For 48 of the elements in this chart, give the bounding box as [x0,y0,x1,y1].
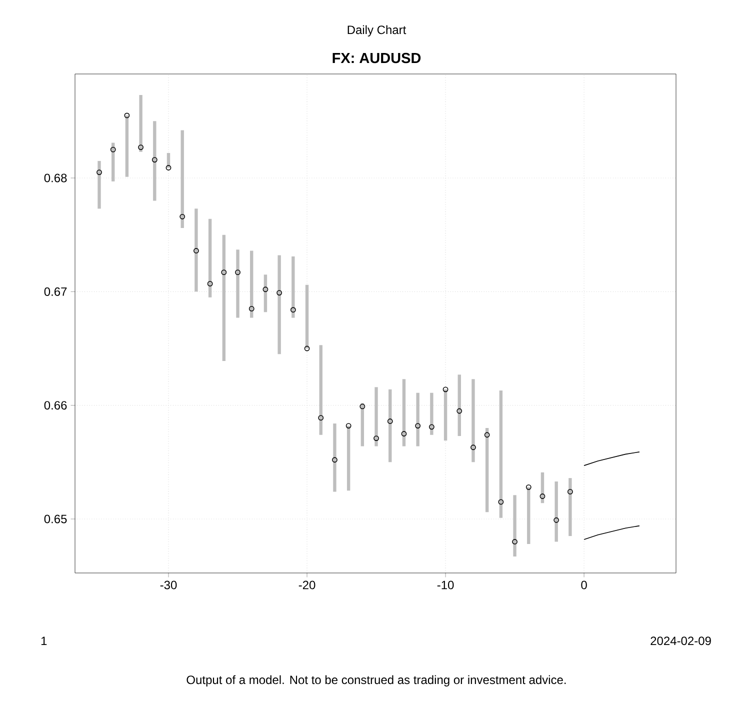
point [96,170,102,176]
point [235,270,240,276]
point [512,539,518,544]
point [346,423,352,428]
point [138,144,144,150]
point [124,112,130,118]
point [221,270,227,276]
y-tick-label: 0.65 [44,514,67,524]
point [180,214,186,220]
point [554,517,560,523]
point [567,489,573,494]
point [415,423,421,428]
point [526,484,532,490]
y-tick-label: 0.68 [44,174,67,182]
point [470,444,476,450]
point [262,286,268,292]
chart-title: FX: AUDUSD [332,52,421,64]
point [248,306,254,312]
text: Output of a model. Not to be construed as trading or investment advice. [186,675,566,686]
point [484,432,490,438]
point [304,346,310,352]
x-tick-label: -20 [298,580,316,590]
point [442,386,448,392]
point [540,494,546,499]
point [318,415,324,421]
point [498,499,504,505]
point [152,157,158,163]
point [166,165,172,170]
point [194,248,199,254]
x-tick-label: -10 [437,580,454,590]
point [374,436,379,441]
point [290,307,296,313]
x-tick-label: 0 [581,580,587,590]
text: 1 [41,636,47,645]
y-tick-label: 0.66 [44,401,67,410]
point [207,281,213,286]
point [387,418,393,424]
x-tick-label: -30 [160,580,177,590]
point [401,431,407,436]
point [276,290,282,296]
point [110,146,116,152]
chart-subtitle: Daily Chart [348,25,406,36]
point [428,424,434,430]
point [360,404,366,410]
text: 2024-02-09 [650,636,711,646]
point [332,457,338,463]
y-tick-label: 0.67 [44,287,67,296]
point [456,408,462,414]
